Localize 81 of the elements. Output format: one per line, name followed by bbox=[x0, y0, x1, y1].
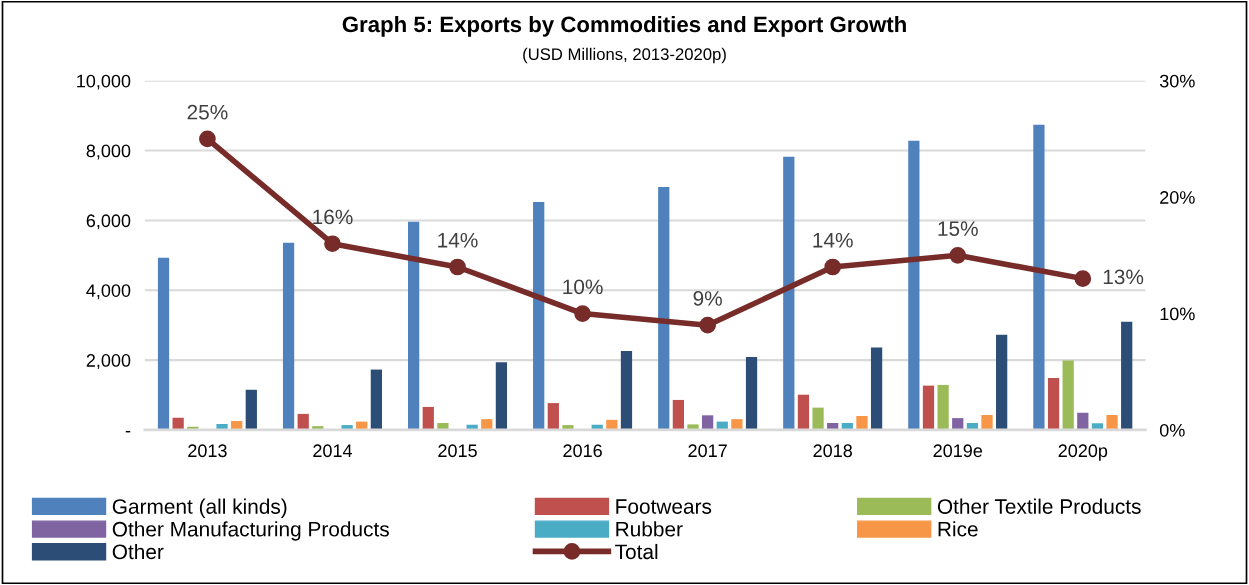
x-tick-label: 2018 bbox=[813, 444, 852, 458]
data-label: 14% bbox=[813, 232, 853, 248]
data-label: 9% bbox=[693, 291, 722, 306]
bar bbox=[702, 415, 714, 430]
data-label: 14% bbox=[438, 232, 478, 248]
bar bbox=[996, 334, 1008, 430]
point bbox=[449, 258, 466, 276]
bar bbox=[937, 384, 949, 430]
bar bbox=[952, 418, 964, 430]
bar bbox=[422, 406, 434, 430]
legend-label: Rubber bbox=[616, 521, 683, 537]
x-tick-label: 2013 bbox=[188, 444, 227, 458]
y2-tick-label: 30% bbox=[1159, 74, 1195, 88]
x-tick-label: 2014 bbox=[313, 444, 353, 458]
bar bbox=[672, 399, 684, 430]
y-tick-label: 4,000 bbox=[86, 284, 131, 300]
bar bbox=[297, 413, 309, 430]
bar bbox=[437, 422, 449, 430]
point bbox=[199, 130, 216, 148]
legend-label: Footwears bbox=[616, 499, 712, 514]
x-tick-label: 2016 bbox=[563, 444, 602, 458]
y-tick-label: 2,000 bbox=[86, 354, 131, 369]
bar bbox=[1077, 412, 1089, 430]
bar bbox=[908, 140, 920, 430]
bar bbox=[731, 419, 743, 430]
bar bbox=[408, 221, 420, 430]
bar bbox=[856, 416, 868, 430]
bar bbox=[495, 362, 508, 430]
y-tick-label: - bbox=[125, 431, 131, 433]
y-tick-label: 10,000 bbox=[77, 74, 131, 90]
bar bbox=[282, 242, 295, 430]
data-label: 10% bbox=[563, 279, 603, 295]
bar bbox=[157, 257, 170, 430]
legend-label: Total bbox=[615, 543, 658, 560]
legend-label: Rice bbox=[938, 521, 978, 537]
bar bbox=[745, 356, 758, 430]
bar bbox=[1033, 124, 1045, 430]
bar bbox=[1062, 360, 1074, 430]
point bbox=[949, 247, 967, 264]
x-tick-label: 2020p bbox=[1058, 444, 1108, 461]
chart-subtitle: (USD Millions, 2013-2020p) bbox=[523, 47, 726, 64]
bar bbox=[783, 156, 795, 430]
bar bbox=[812, 407, 824, 430]
bar bbox=[981, 414, 993, 430]
point bbox=[1074, 270, 1092, 287]
data-label: 13% bbox=[1103, 269, 1144, 285]
data-label: 25% bbox=[187, 104, 228, 120]
point bbox=[324, 235, 341, 253]
bar bbox=[922, 385, 935, 430]
y2-tick-label: 0% bbox=[1159, 423, 1185, 437]
bar bbox=[1047, 377, 1060, 430]
bar bbox=[1106, 414, 1118, 430]
x-tick-label: 2017 bbox=[688, 444, 727, 458]
data-label: 16% bbox=[313, 209, 353, 225]
bar bbox=[245, 389, 257, 430]
chart-title: Graph 5: Exports by Commodities and Export Growth bbox=[342, 15, 906, 37]
bar bbox=[620, 351, 633, 430]
legend-label: Other Textile Products bbox=[937, 498, 1141, 514]
data-label: 15% bbox=[938, 221, 978, 236]
y2-tick-label: 10% bbox=[1160, 307, 1195, 321]
bar bbox=[870, 347, 883, 430]
y-tick-label: 8,000 bbox=[86, 144, 131, 160]
bar bbox=[481, 419, 493, 430]
point bbox=[699, 316, 716, 334]
bar bbox=[1121, 321, 1133, 430]
y-tick-label: 6,000 bbox=[86, 214, 131, 230]
x-tick-label: 2019e bbox=[933, 444, 983, 458]
bar bbox=[687, 424, 699, 430]
legend-label: Other Manufacturing Products bbox=[112, 521, 389, 541]
x-tick-label: 2015 bbox=[438, 444, 477, 458]
legend-label: Garment (all kinds) bbox=[112, 498, 287, 518]
point bbox=[824, 258, 842, 276]
bar bbox=[533, 201, 545, 430]
bar bbox=[547, 403, 559, 430]
bar bbox=[658, 186, 670, 430]
legend-label: Other bbox=[112, 543, 164, 560]
bar bbox=[216, 424, 228, 430]
bar bbox=[797, 394, 810, 430]
y2-tick-label: 20% bbox=[1160, 191, 1195, 204]
point bbox=[574, 305, 591, 322]
bar bbox=[370, 369, 382, 430]
